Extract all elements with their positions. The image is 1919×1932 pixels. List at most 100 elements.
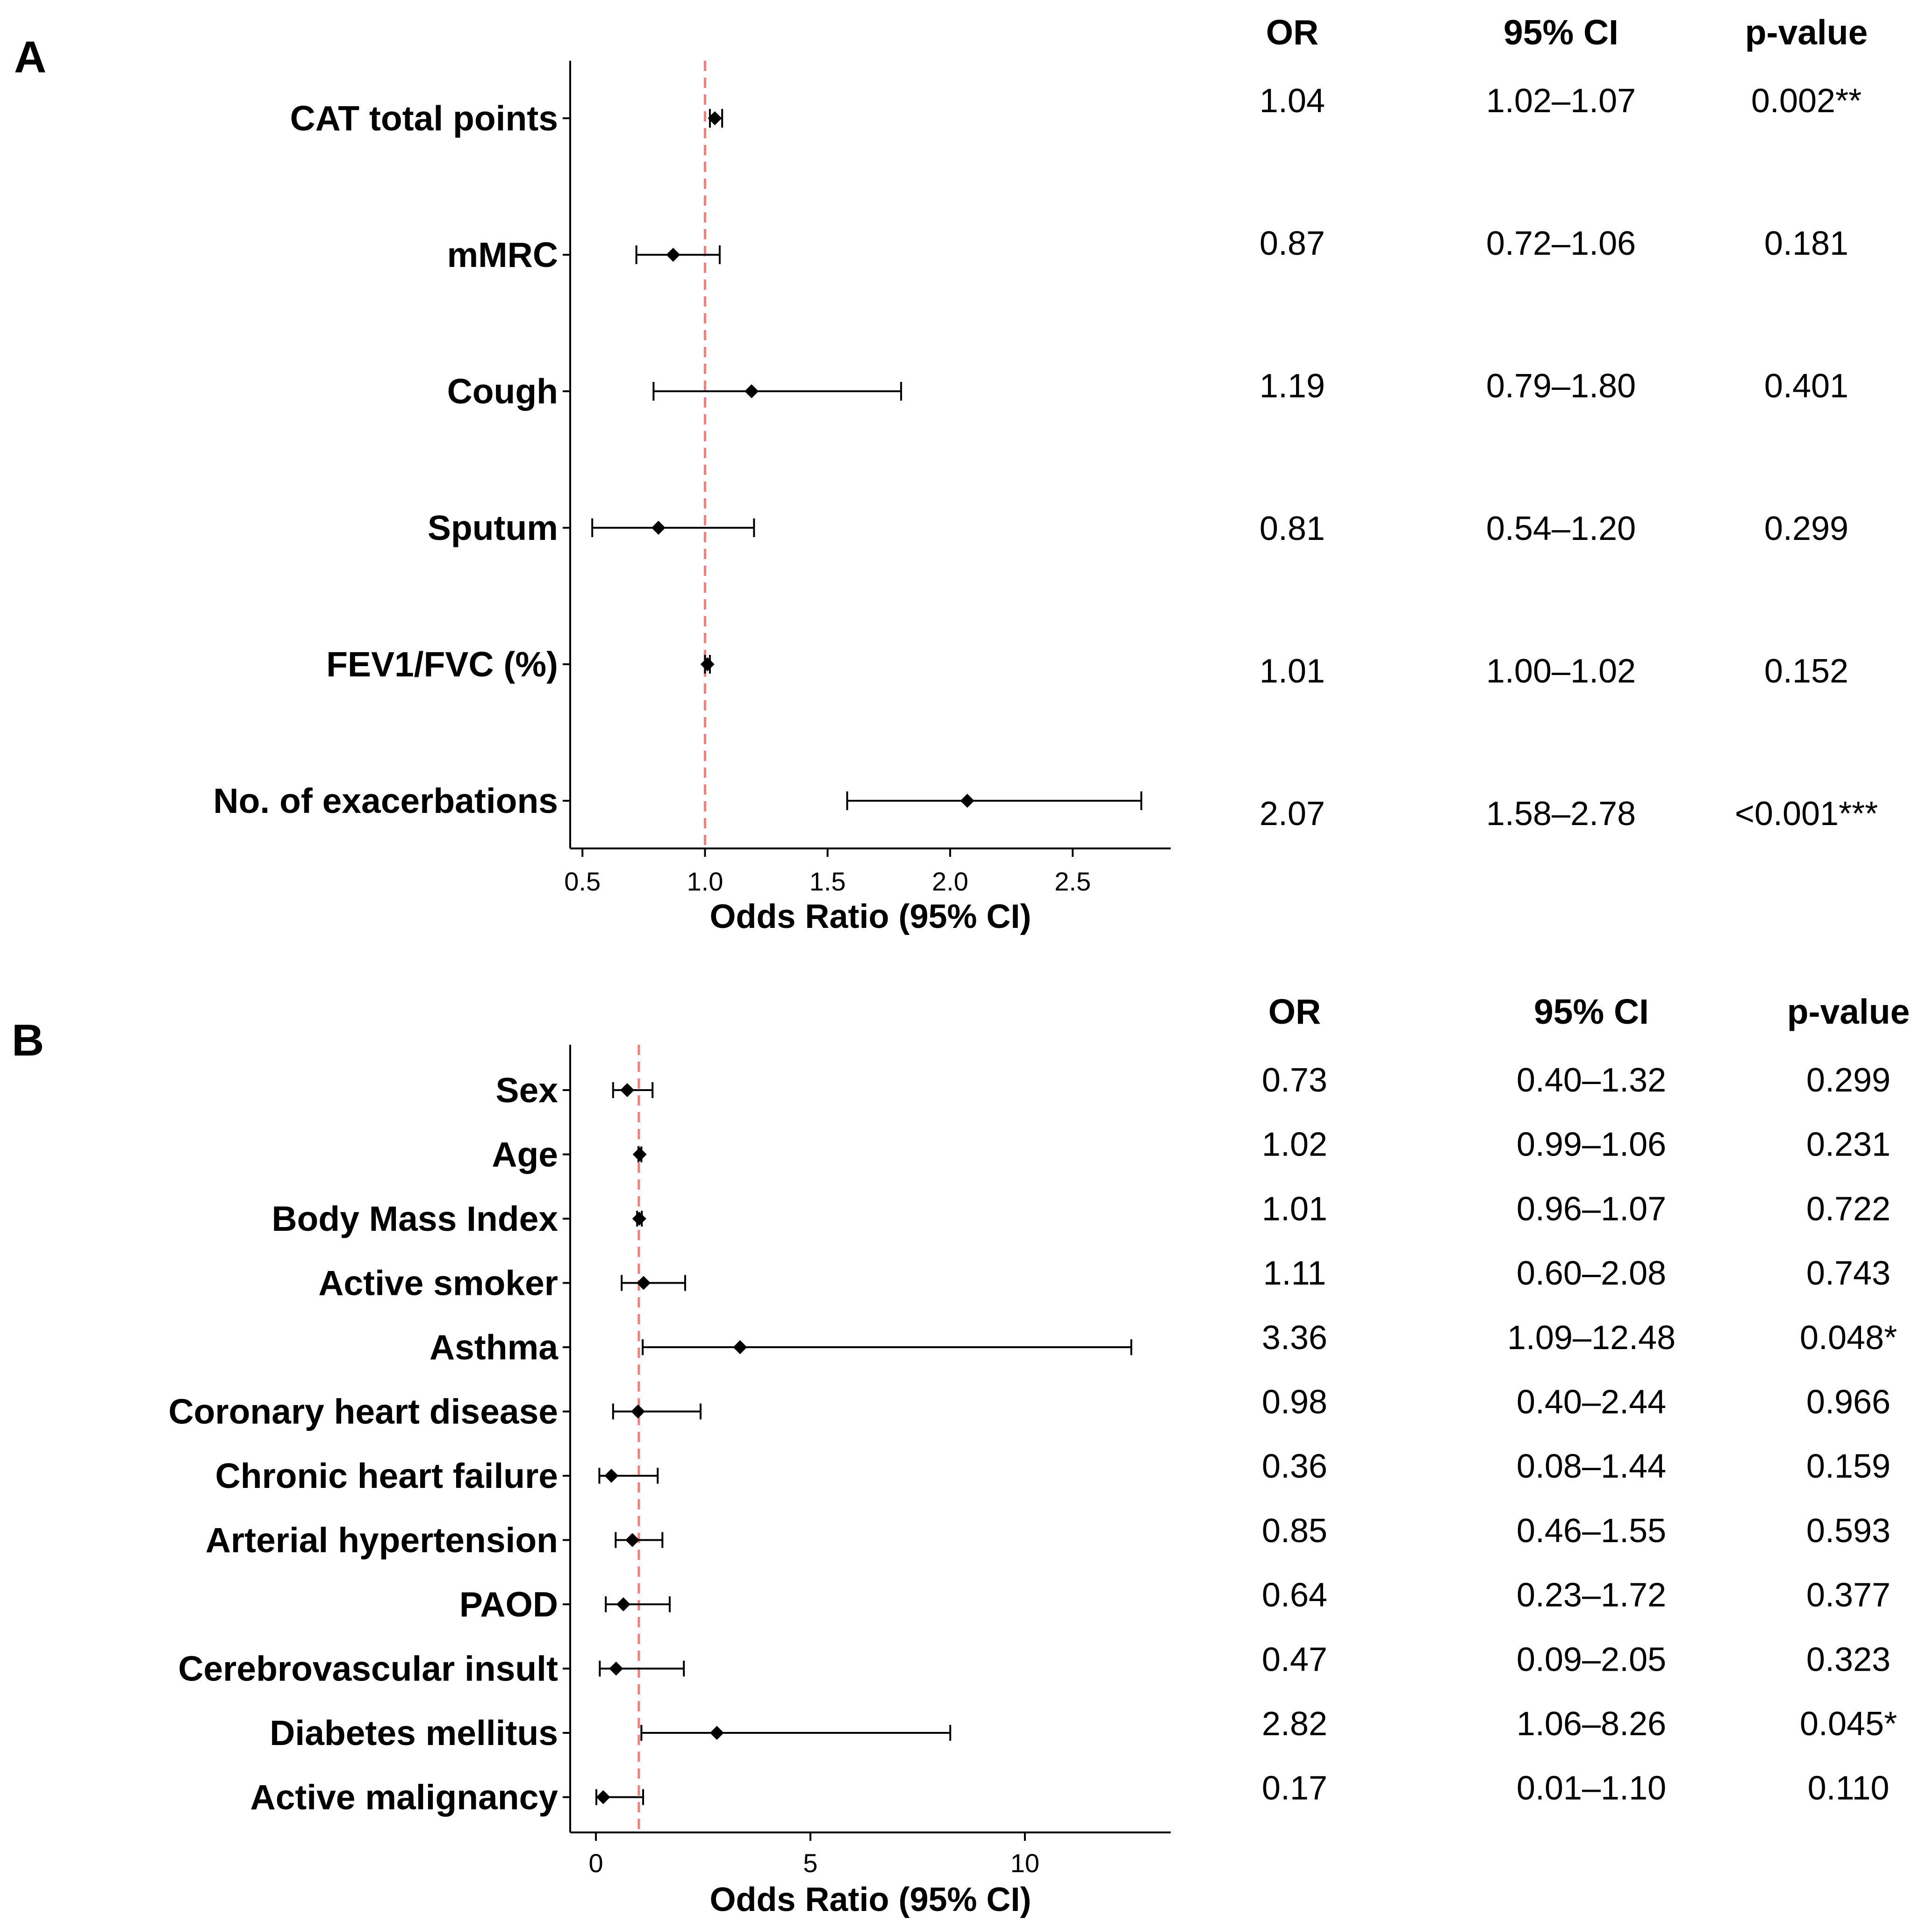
table-cell-p: 0.377: [1806, 1577, 1890, 1614]
table-cell-p: 0.323: [1806, 1641, 1890, 1678]
table-column-header: p-value: [1745, 13, 1868, 52]
table-cell-p: 0.593: [1806, 1512, 1890, 1550]
row-label: Chronic heart failure: [215, 1456, 558, 1495]
or-point: [745, 384, 759, 398]
row-label: Body Mass Index: [272, 1199, 558, 1238]
or-point: [700, 657, 715, 671]
or-point: [632, 1147, 647, 1162]
table-cell-p: 0.299: [1764, 510, 1848, 547]
table-cell-ci: 0.08–1.44: [1517, 1448, 1666, 1485]
table-cell-p: 0.722: [1806, 1190, 1890, 1228]
row-label: Diabetes mellitus: [270, 1713, 558, 1752]
table-column-header: OR: [1266, 13, 1319, 52]
or-point: [616, 1597, 630, 1611]
table-cell-p: 0.002**: [1751, 82, 1862, 120]
row-label: Sputum: [428, 508, 558, 547]
x-tick-label: 1.0: [687, 867, 723, 896]
table-cell-or: 0.81: [1260, 510, 1325, 547]
x-axis-title: Odds Ratio (95% CI): [709, 1881, 1031, 1918]
table-cell-or: 1.19: [1260, 367, 1325, 405]
x-tick-label: 0: [588, 1848, 603, 1878]
table-cell-ci: 1.00–1.02: [1486, 653, 1636, 690]
x-tick-label: 2.5: [1054, 867, 1091, 896]
x-tick-label: 2.0: [932, 867, 968, 896]
table-cell-p: 0.231: [1806, 1126, 1890, 1164]
table-cell-ci: 0.40–2.44: [1517, 1384, 1666, 1421]
or-point: [733, 1340, 747, 1354]
row-label: Arterial hypertension: [206, 1521, 558, 1560]
row-label: Active malignancy: [250, 1778, 558, 1817]
table-cell-p: 0.181: [1764, 225, 1848, 262]
table-cell-p: 0.110: [1808, 1770, 1890, 1807]
table-cell-ci: 0.01–1.10: [1517, 1770, 1666, 1807]
table-cell-or: 3.36: [1262, 1319, 1327, 1357]
table-cell-ci: 0.09–2.05: [1517, 1641, 1666, 1678]
table-cell-or: 0.73: [1262, 1062, 1327, 1099]
row-label: No. of exacerbations: [213, 781, 558, 820]
table-cell-or: 0.85: [1262, 1512, 1327, 1550]
table-cell-or: 0.87: [1260, 225, 1325, 262]
row-label: FEV1/FVC (%): [326, 645, 558, 684]
table-cell-or: 1.11: [1263, 1255, 1326, 1292]
row-label: Cough: [447, 372, 558, 411]
row-label: PAOD: [459, 1585, 558, 1624]
table-cell-p: 0.048*: [1800, 1319, 1897, 1357]
or-point: [632, 1212, 646, 1226]
or-point: [631, 1404, 645, 1419]
table-cell-ci: 1.06–8.26: [1517, 1705, 1666, 1743]
panel-label: A: [14, 32, 46, 82]
table-cell-ci: 1.02–1.07: [1486, 82, 1636, 120]
table-cell-ci: 0.96–1.07: [1517, 1190, 1666, 1228]
row-label: Sex: [496, 1070, 559, 1110]
table-cell-or: 1.04: [1260, 82, 1325, 120]
row-label: Asthma: [430, 1328, 559, 1367]
table-cell-p: 0.045*: [1800, 1705, 1897, 1743]
x-tick-label: 0.5: [564, 867, 601, 896]
row-label: Cerebrovascular insult: [178, 1649, 558, 1688]
table-cell-ci: 0.72–1.06: [1486, 225, 1636, 262]
row-label: Active smoker: [318, 1264, 558, 1303]
table-cell-ci: 0.40–1.32: [1517, 1062, 1666, 1099]
table-cell-p: 0.299: [1806, 1062, 1890, 1099]
or-point: [596, 1790, 610, 1804]
or-point: [666, 248, 680, 262]
table-cell-ci: 0.54–1.20: [1486, 510, 1636, 547]
or-point: [620, 1083, 635, 1097]
table-column-header: 95% CI: [1534, 992, 1649, 1031]
table-cell-or: 0.36: [1262, 1448, 1327, 1485]
table-cell-or: 0.47: [1262, 1641, 1327, 1678]
table-cell-ci: 0.23–1.72: [1517, 1577, 1666, 1614]
or-point: [636, 1276, 651, 1290]
table-cell-or: 2.82: [1262, 1705, 1327, 1743]
table-cell-p: <0.001***: [1735, 795, 1878, 833]
table-cell-or: 0.17: [1262, 1770, 1327, 1807]
panel-label: B: [12, 1015, 44, 1065]
or-point: [709, 1726, 724, 1740]
or-point: [708, 111, 722, 125]
table-column-header: 95% CI: [1504, 13, 1618, 52]
row-label: Age: [492, 1135, 558, 1174]
row-label: Coronary heart disease: [168, 1392, 558, 1431]
x-tick-label: 1.5: [809, 867, 846, 896]
table-cell-ci: 1.58–2.78: [1486, 795, 1636, 833]
row-label: mMRC: [447, 235, 559, 274]
x-axis-title: Odds Ratio (95% CI): [709, 898, 1031, 935]
table-cell-ci: 0.99–1.06: [1517, 1126, 1666, 1164]
table-cell-or: 1.01: [1260, 653, 1325, 690]
table-cell-or: 0.98: [1262, 1384, 1327, 1421]
table-cell-p: 0.152: [1764, 653, 1848, 690]
x-tick-label: 5: [803, 1848, 817, 1878]
table-column-header: OR: [1268, 992, 1321, 1031]
table-cell-or: 0.64: [1262, 1577, 1327, 1614]
table-cell-ci: 0.46–1.55: [1517, 1512, 1666, 1550]
table-cell-p: 0.743: [1806, 1255, 1890, 1292]
or-point: [604, 1469, 619, 1483]
table-cell-or: 2.07: [1260, 795, 1325, 833]
or-point: [960, 794, 974, 808]
table-cell-ci: 1.09–12.48: [1507, 1319, 1676, 1357]
table-cell-ci: 0.79–1.80: [1486, 367, 1636, 405]
table-column-header: p-value: [1787, 992, 1910, 1031]
table-cell-ci: 0.60–2.08: [1517, 1255, 1666, 1292]
or-point: [651, 521, 666, 535]
